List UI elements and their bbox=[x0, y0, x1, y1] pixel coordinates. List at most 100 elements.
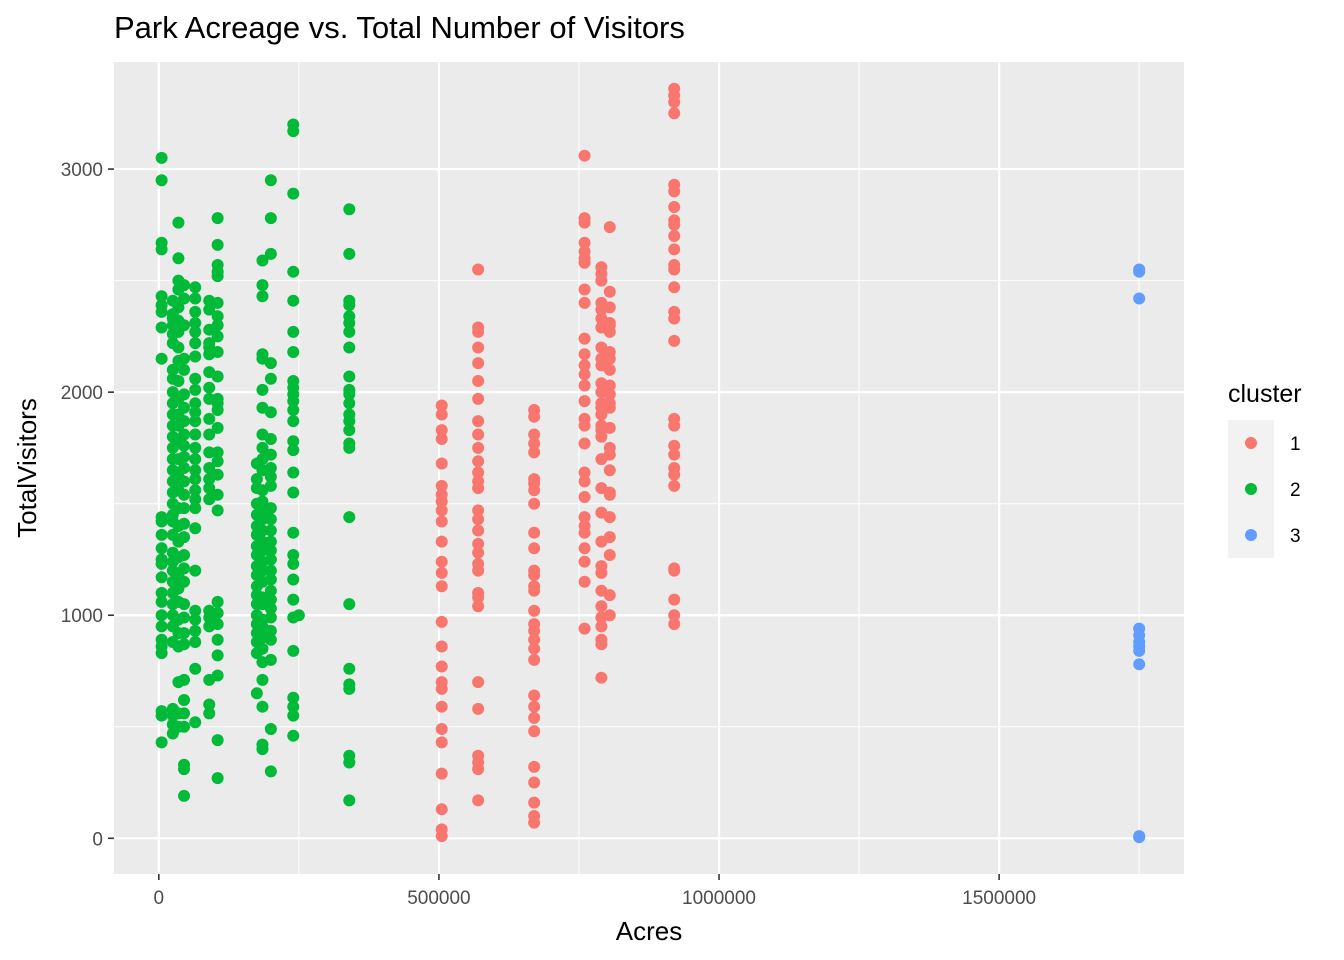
data-point-cluster-2 bbox=[211, 270, 224, 283]
data-point-cluster-1 bbox=[578, 296, 591, 309]
data-point-cluster-2 bbox=[155, 528, 168, 541]
data-point-cluster-2 bbox=[178, 531, 191, 544]
data-point-cluster-2 bbox=[264, 502, 277, 515]
data-point-cluster-2 bbox=[211, 649, 224, 662]
data-point-cluster-1 bbox=[472, 546, 485, 559]
legend-label-cluster-2: 2 bbox=[1290, 480, 1301, 501]
data-point-cluster-2 bbox=[250, 473, 263, 486]
data-point-cluster-2 bbox=[178, 363, 191, 376]
data-point-cluster-2 bbox=[287, 346, 300, 358]
data-point-cluster-1 bbox=[668, 419, 681, 432]
data-point-cluster-2 bbox=[343, 247, 356, 260]
data-point-cluster-2 bbox=[166, 363, 179, 376]
data-point-cluster-1 bbox=[528, 642, 541, 655]
data-point-cluster-2 bbox=[264, 653, 277, 666]
data-point-cluster-2 bbox=[178, 475, 191, 488]
x-tick-label: 500000 bbox=[407, 888, 470, 909]
data-point-cluster-1 bbox=[435, 479, 448, 492]
data-point-cluster-1 bbox=[528, 776, 541, 789]
data-point-cluster-2 bbox=[211, 212, 224, 225]
data-point-cluster-2 bbox=[287, 415, 300, 428]
data-point-cluster-2 bbox=[287, 125, 300, 138]
data-point-cluster-1 bbox=[528, 484, 541, 497]
data-point-cluster-2 bbox=[178, 279, 191, 292]
data-point-cluster-2 bbox=[287, 486, 300, 499]
data-point-cluster-3 bbox=[1133, 292, 1146, 305]
data-point-cluster-2 bbox=[287, 435, 300, 448]
data-point-cluster-1 bbox=[578, 368, 591, 381]
data-point-cluster-2 bbox=[178, 638, 191, 651]
data-point-cluster-1 bbox=[528, 760, 541, 773]
data-point-cluster-2 bbox=[203, 698, 216, 711]
data-point-cluster-2 bbox=[211, 488, 224, 501]
data-point-cluster-2 bbox=[211, 310, 224, 323]
data-point-cluster-1 bbox=[528, 542, 541, 555]
data-point-cluster-2 bbox=[189, 464, 202, 477]
data-point-cluster-1 bbox=[435, 640, 448, 653]
data-point-cluster-2 bbox=[178, 352, 191, 365]
x-axis-title: Acres bbox=[616, 916, 682, 946]
data-point-cluster-2 bbox=[189, 415, 202, 428]
data-point-cluster-1 bbox=[603, 352, 616, 365]
data-point-cluster-1 bbox=[603, 401, 616, 414]
data-point-cluster-2 bbox=[189, 350, 202, 363]
data-point-cluster-2 bbox=[155, 736, 168, 749]
legend: cluster 1 2 3 bbox=[1228, 380, 1302, 558]
data-point-cluster-2 bbox=[343, 203, 356, 216]
data-point-cluster-1 bbox=[528, 446, 541, 459]
chart-title: Park Acreage vs. Total Number of Visitor… bbox=[114, 10, 685, 45]
data-point-cluster-1 bbox=[668, 593, 681, 606]
data-point-cluster-2 bbox=[172, 252, 185, 265]
data-point-cluster-1 bbox=[578, 419, 591, 432]
data-point-cluster-2 bbox=[264, 479, 277, 492]
data-point-cluster-1 bbox=[603, 363, 616, 376]
data-point-cluster-2 bbox=[211, 669, 224, 682]
data-point-cluster-2 bbox=[256, 743, 269, 756]
data-point-cluster-2 bbox=[343, 662, 356, 675]
data-point-cluster-2 bbox=[287, 700, 300, 713]
data-point-cluster-1 bbox=[578, 256, 591, 269]
data-point-cluster-2 bbox=[178, 488, 191, 501]
data-point-cluster-1 bbox=[603, 285, 616, 298]
data-point-cluster-1 bbox=[668, 564, 681, 577]
data-point-cluster-2 bbox=[203, 412, 216, 425]
data-point-cluster-1 bbox=[472, 702, 485, 715]
data-point-cluster-2 bbox=[211, 346, 224, 358]
legend-key-cluster-2 bbox=[1245, 483, 1257, 495]
data-point-cluster-1 bbox=[668, 281, 681, 294]
data-point-cluster-2 bbox=[256, 524, 269, 537]
data-point-cluster-1 bbox=[528, 633, 541, 646]
data-point-cluster-1 bbox=[603, 301, 616, 314]
data-point-cluster-2 bbox=[264, 723, 277, 735]
data-point-cluster-2 bbox=[178, 517, 191, 530]
data-point-cluster-1 bbox=[528, 569, 541, 582]
data-point-cluster-2 bbox=[287, 709, 300, 722]
data-point-cluster-2 bbox=[211, 455, 224, 468]
data-point-cluster-2 bbox=[287, 573, 300, 586]
data-point-cluster-2 bbox=[211, 633, 224, 646]
data-point-cluster-1 bbox=[578, 511, 591, 524]
data-point-cluster-2 bbox=[343, 370, 356, 383]
data-point-cluster-1 bbox=[668, 263, 681, 276]
data-point-cluster-2 bbox=[264, 573, 277, 586]
data-point-cluster-1 bbox=[472, 341, 485, 354]
data-point-cluster-1 bbox=[668, 334, 681, 347]
data-point-cluster-2 bbox=[155, 571, 168, 584]
data-point-cluster-2 bbox=[211, 446, 224, 459]
data-point-cluster-2 bbox=[189, 337, 202, 350]
data-point-cluster-2 bbox=[264, 524, 277, 537]
data-point-cluster-2 bbox=[343, 756, 356, 769]
data-point-cluster-1 bbox=[668, 609, 681, 622]
x-tick-label: 1000000 bbox=[682, 888, 756, 909]
data-point-cluster-2 bbox=[203, 381, 216, 394]
x-axis: 0 500000 1000000 1500000 bbox=[154, 874, 1036, 909]
data-point-cluster-1 bbox=[668, 107, 681, 120]
data-point-cluster-2 bbox=[203, 707, 216, 720]
data-point-cluster-1 bbox=[595, 430, 608, 443]
data-point-cluster-1 bbox=[435, 495, 448, 508]
data-point-cluster-2 bbox=[189, 636, 202, 648]
legend-title: cluster bbox=[1228, 380, 1302, 408]
data-point-cluster-2 bbox=[264, 624, 277, 637]
data-point-cluster-1 bbox=[435, 723, 448, 735]
data-point-cluster-2 bbox=[343, 388, 356, 401]
